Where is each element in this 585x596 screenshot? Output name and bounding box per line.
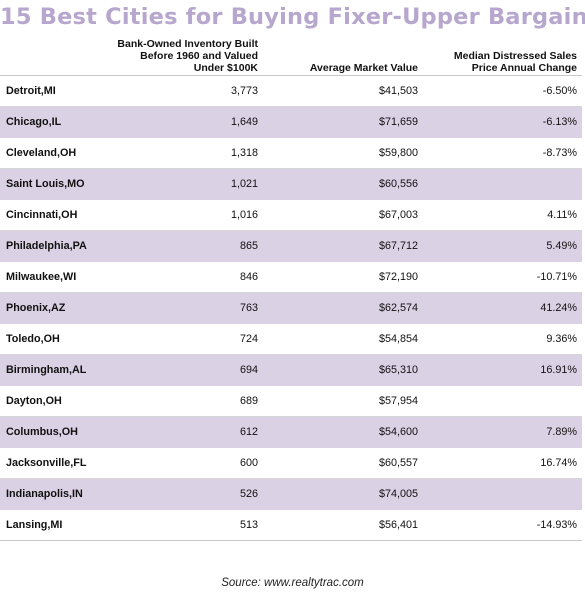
header-price-change: Median Distressed Sales Price Annual Cha… bbox=[420, 50, 577, 74]
inventory-cell: 689 bbox=[239, 395, 258, 407]
city-cell: Cleveland,OH bbox=[6, 147, 77, 159]
city-cell: Lansing,MI bbox=[6, 519, 63, 531]
header-inventory: Bank-Owned Inventory Built Before 1960 a… bbox=[95, 38, 258, 74]
average-value-cell: $60,557 bbox=[378, 457, 418, 469]
average-value-cell: $54,600 bbox=[378, 426, 418, 438]
price-change-cell: -6.13% bbox=[542, 116, 577, 128]
average-value-cell: $59,800 bbox=[378, 147, 418, 159]
average-value-cell: $71,659 bbox=[378, 116, 418, 128]
city-cell: Milwaukee,WI bbox=[6, 271, 77, 283]
average-value-cell: $72,190 bbox=[378, 271, 418, 283]
table-row: Indianapolis,IN 526 $74,005 bbox=[0, 479, 582, 510]
header-average-line-1: Average Market Value bbox=[309, 62, 418, 74]
table-row: Columbus,OH 612 $54,600 7.89% bbox=[0, 417, 582, 448]
header-average-market-value: Average Market Value bbox=[270, 62, 418, 74]
inventory-cell: 694 bbox=[239, 364, 258, 376]
table-top-rule bbox=[0, 75, 582, 76]
table-row: Birmingham,AL 694 $65,310 16.91% bbox=[0, 355, 582, 386]
average-value-cell: $60,556 bbox=[378, 178, 418, 190]
table-row: Cleveland,OH 1,318 $59,800 -8.73% bbox=[0, 138, 582, 169]
table-body: Detroit,MI 3,773 $41,503 -6.50% Chicago,IL 1,… bbox=[0, 76, 582, 541]
average-value-cell: $67,003 bbox=[378, 209, 418, 221]
average-value-cell: $54,854 bbox=[378, 333, 418, 345]
price-change-cell: -6.50% bbox=[542, 85, 577, 97]
header-change-line-1: Median Distressed Sales bbox=[453, 50, 577, 62]
inventory-cell: 865 bbox=[239, 240, 258, 252]
table-row: Dayton,OH 689 $57,954 bbox=[0, 386, 582, 417]
table-row: Milwaukee,WI 846 $72,190 -10.71% bbox=[0, 262, 582, 293]
header-inventory-line-3: Under $100K bbox=[193, 62, 258, 74]
price-change-cell: -10.71% bbox=[536, 271, 577, 283]
average-value-cell: $57,954 bbox=[378, 395, 418, 407]
table-row: Toledo,OH 724 $54,854 9.36% bbox=[0, 324, 582, 355]
inventory-cell: 724 bbox=[239, 333, 258, 345]
city-cell: Phoenix,AZ bbox=[6, 302, 66, 314]
inventory-cell: 846 bbox=[239, 271, 258, 283]
source-note: Source: www.realtytrac.com bbox=[221, 577, 364, 589]
inventory-cell: 1,016 bbox=[230, 209, 258, 221]
price-change-cell: 7.89% bbox=[546, 426, 577, 438]
inventory-cell: 1,318 bbox=[230, 147, 258, 159]
header-inventory-line-2: Before 1960 and Valued bbox=[140, 50, 258, 62]
table-row: Detroit,MI 3,773 $41,503 -6.50% bbox=[0, 76, 582, 107]
table-row: Saint Louis,MO 1,021 $60,556 bbox=[0, 169, 582, 200]
city-cell: Toledo,OH bbox=[6, 333, 60, 345]
inventory-cell: 3,773 bbox=[230, 85, 258, 97]
city-cell: Philadelphia,PA bbox=[6, 240, 87, 252]
city-cell: Chicago,IL bbox=[6, 116, 62, 128]
city-cell: Indianapolis,IN bbox=[6, 488, 83, 500]
table-row: Cincinnati,OH 1,016 $67,003 4.11% bbox=[0, 200, 582, 231]
city-cell: Jacksonville,FL bbox=[6, 457, 87, 469]
inventory-cell: 513 bbox=[239, 519, 258, 531]
price-change-cell: 41.24% bbox=[540, 302, 577, 314]
inventory-cell: 600 bbox=[239, 457, 258, 469]
city-cell: Dayton,OH bbox=[6, 395, 62, 407]
table-row: Jacksonville,FL 600 $60,557 16.74% bbox=[0, 448, 582, 479]
inventory-cell: 612 bbox=[239, 426, 258, 438]
price-change-cell: 4.11% bbox=[547, 209, 577, 221]
average-value-cell: $65,310 bbox=[378, 364, 418, 376]
inventory-cell: 1,649 bbox=[230, 116, 258, 128]
price-change-cell: -14.93% bbox=[536, 519, 577, 531]
chart-title: 15 Best Cities for Buying Fixer-Upper Ba… bbox=[0, 4, 585, 30]
city-cell: Cincinnati,OH bbox=[6, 209, 78, 221]
table-row: Lansing,MI 513 $56,401 -14.93% bbox=[0, 510, 582, 541]
price-change-cell: 16.91% bbox=[540, 364, 577, 376]
inventory-cell: 526 bbox=[239, 488, 258, 500]
average-value-cell: $67,712 bbox=[378, 240, 418, 252]
header-change-line-2: Price Annual Change bbox=[471, 62, 577, 74]
header-inventory-line-1: Bank-Owned Inventory Built bbox=[117, 38, 258, 50]
average-value-cell: $56,401 bbox=[378, 519, 418, 531]
table-row: Chicago,IL 1,649 $71,659 -6.13% bbox=[0, 107, 582, 138]
price-change-cell: -8.73% bbox=[542, 147, 577, 159]
table-row: Philadelphia,PA 865 $67,712 5.49% bbox=[0, 231, 582, 262]
inventory-cell: 1,021 bbox=[230, 178, 258, 190]
price-change-cell: 9.36% bbox=[546, 333, 577, 345]
table-row: Phoenix,AZ 763 $62,574 41.24% bbox=[0, 293, 582, 324]
price-change-cell: 16.74% bbox=[540, 457, 577, 469]
city-cell: Birmingham,AL bbox=[6, 364, 87, 376]
inventory-cell: 763 bbox=[239, 302, 258, 314]
average-value-cell: $62,574 bbox=[378, 302, 418, 314]
average-value-cell: $74,005 bbox=[378, 488, 418, 500]
price-change-cell: 5.49% bbox=[546, 240, 577, 252]
city-cell: Saint Louis,MO bbox=[6, 178, 85, 190]
city-cell: Columbus,OH bbox=[6, 426, 78, 438]
average-value-cell: $41,503 bbox=[378, 85, 418, 97]
city-cell: Detroit,MI bbox=[6, 85, 56, 97]
